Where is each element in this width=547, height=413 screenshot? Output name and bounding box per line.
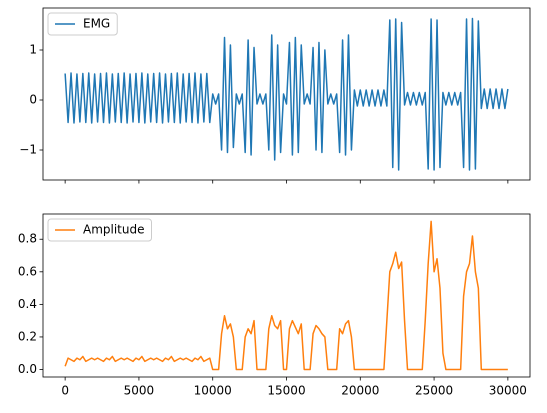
x-tick-label: 15000 [267, 384, 305, 398]
x-tick-label: 20000 [341, 384, 379, 398]
y-tick-label: 0.2 [18, 329, 37, 343]
x-tick-label: 5000 [124, 384, 155, 398]
y-tick-label: 0.0 [18, 362, 37, 376]
legend-label: Amplitude [83, 223, 145, 237]
y-tick-label: 0.4 [18, 297, 37, 311]
y-tick-label: 0.6 [18, 264, 37, 278]
x-tick-label: 30000 [489, 384, 527, 398]
legend-label: EMG [83, 17, 110, 31]
data-line [64, 17, 509, 171]
y-tick-label: 1 [29, 43, 37, 57]
y-tick-label: 0 [29, 93, 37, 107]
legend-frame [47, 12, 118, 36]
data-line [64, 220, 508, 371]
x-tick-label: 0 [61, 384, 69, 398]
x-tick-label: 10000 [194, 384, 232, 398]
y-tick-label: −1 [19, 143, 37, 157]
x-tick-label: 25000 [415, 384, 453, 398]
legend-frame [47, 218, 152, 242]
y-tick-label: 0.8 [18, 232, 37, 246]
